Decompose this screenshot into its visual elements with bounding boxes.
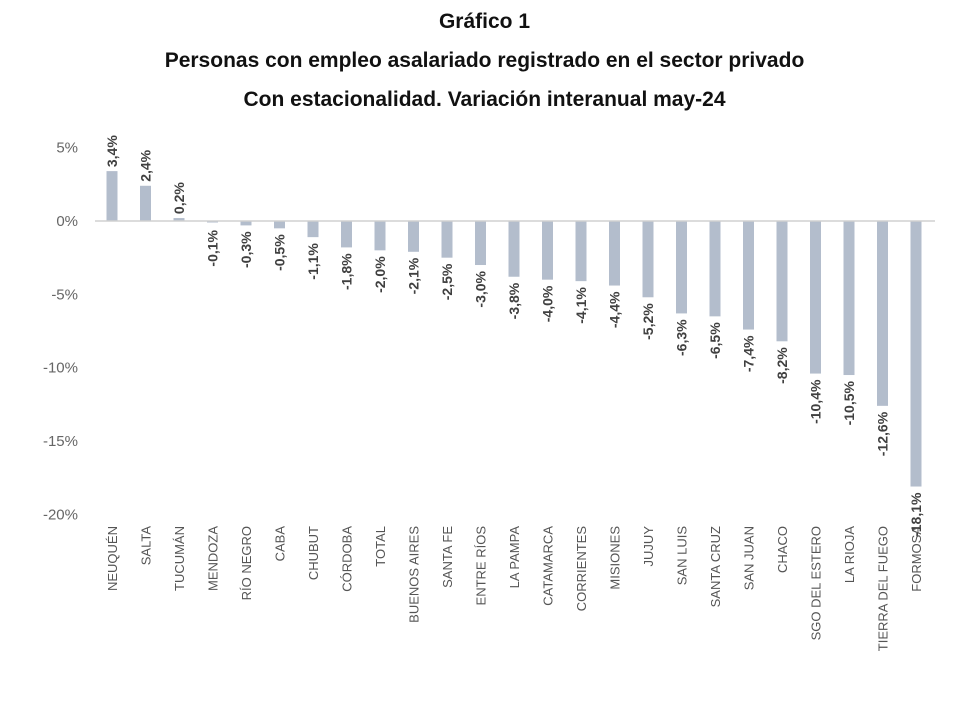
bar xyxy=(374,221,386,251)
x-tick-label: CABA xyxy=(273,526,288,562)
data-label: -0,1% xyxy=(205,229,221,266)
chart-subtitle-2: Con estacionalidad. Variación interanual… xyxy=(243,88,726,111)
x-tick-label: CORRIENTES xyxy=(574,526,589,612)
bar xyxy=(910,221,922,487)
bar xyxy=(609,221,620,286)
x-tick-label: NEUQUÉN xyxy=(105,526,120,591)
bar xyxy=(240,221,252,226)
x-tick-label: MENDOZA xyxy=(206,526,221,591)
bar xyxy=(642,221,654,298)
data-label: -2,5% xyxy=(439,263,455,300)
x-tick-label: LA PAMPA xyxy=(507,526,522,589)
x-tick-label: CHACO xyxy=(775,526,790,573)
bar xyxy=(877,221,888,406)
data-label: -3,0% xyxy=(473,270,489,307)
x-tick-label: TIERRA DEL FUEGO xyxy=(876,526,891,651)
x-tick-label: LA RIOJA xyxy=(842,526,857,583)
x-tick-label: MISIONES xyxy=(608,526,623,590)
chart-subtitle-1: Personas con empleo asalariado registrad… xyxy=(164,49,805,72)
bar xyxy=(441,221,453,258)
y-tick-label: -20% xyxy=(43,506,78,523)
bar xyxy=(106,171,118,221)
data-label: -0,3% xyxy=(238,231,254,268)
x-tick-label: SALTA xyxy=(139,526,154,566)
x-tick-label: FORMOSA xyxy=(909,526,924,592)
data-label: -6,5% xyxy=(707,322,723,359)
y-tick-label: -5% xyxy=(51,286,78,303)
data-label: 0,2% xyxy=(171,182,187,214)
bar xyxy=(743,221,754,330)
bar xyxy=(542,221,553,280)
bar xyxy=(140,185,151,221)
bar xyxy=(810,221,821,374)
data-label: -1,1% xyxy=(305,243,321,280)
data-label: -1,8% xyxy=(339,253,355,290)
data-label: -6,3% xyxy=(674,319,690,356)
y-tick-label: -15% xyxy=(43,433,78,450)
data-label: 3,4% xyxy=(104,135,120,167)
bar xyxy=(173,218,185,221)
x-tick-label: SAN LUIS xyxy=(675,526,690,586)
x-tick-label: TOTAL xyxy=(373,526,388,567)
bar xyxy=(843,221,855,376)
x-tick-label: CATAMARCA xyxy=(541,526,556,606)
data-label: -18,1% xyxy=(908,492,924,537)
data-label: -8,2% xyxy=(774,347,790,384)
x-tick-label: SANTA FE xyxy=(440,526,455,588)
bar xyxy=(274,221,285,229)
data-label: -5,2% xyxy=(640,303,656,340)
data-label: -2,0% xyxy=(372,256,388,293)
bar xyxy=(676,221,687,314)
x-tick-label: SAN JUAN xyxy=(742,526,757,590)
x-tick-label: BUENOS AIRES xyxy=(407,526,422,623)
data-label: -2,1% xyxy=(406,257,422,294)
x-tick-label: JUJUY xyxy=(641,526,656,567)
x-tick-label: SGO DEL ESTERO xyxy=(809,526,824,640)
x-tick-label: SANTA CRUZ xyxy=(708,526,723,607)
bar xyxy=(508,221,520,277)
bar xyxy=(307,221,319,238)
y-tick-label: 5% xyxy=(56,140,78,157)
bar xyxy=(575,221,587,282)
bar xyxy=(475,221,486,266)
data-label: -4,0% xyxy=(540,285,556,322)
data-label: -7,4% xyxy=(741,335,757,372)
x-tick-label: RÍO NEGRO xyxy=(239,526,254,600)
data-label: -3,8% xyxy=(506,282,522,319)
data-label: -0,5% xyxy=(272,234,288,271)
chart-title: Gráfico 1 xyxy=(438,10,531,33)
bar xyxy=(709,221,721,317)
x-tick-label: CÓRDOBA xyxy=(340,526,355,592)
data-label: -12,6% xyxy=(875,411,891,456)
y-tick-label: 0% xyxy=(56,213,78,230)
data-label: -4,1% xyxy=(573,287,589,324)
data-label: -10,5% xyxy=(841,380,857,425)
bar xyxy=(341,221,352,248)
y-tick-label: -10% xyxy=(43,360,78,377)
bar xyxy=(408,221,419,252)
x-tick-label: CHUBUT xyxy=(306,526,321,580)
bar xyxy=(776,221,788,342)
data-label: -10,4% xyxy=(808,379,824,424)
data-label: -4,4% xyxy=(607,291,623,328)
x-tick-label: TUCUMÁN xyxy=(172,526,187,591)
data-label: 2,4% xyxy=(138,149,154,181)
x-tick-label: ENTRE RÍOS xyxy=(474,526,489,606)
